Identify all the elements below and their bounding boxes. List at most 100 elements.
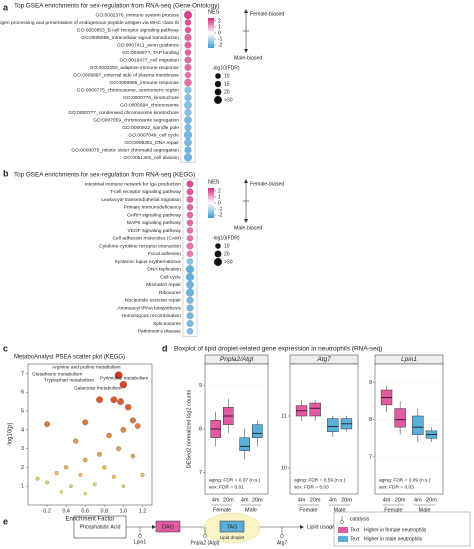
node-box — [155, 520, 181, 533]
y-tick-label: 3 — [21, 446, 24, 452]
dot — [184, 108, 192, 117]
arrow-head — [300, 525, 304, 529]
dot — [186, 328, 194, 335]
point — [130, 453, 136, 459]
legend-label: Higher in male neutrophils — [364, 536, 423, 542]
colorbar-title: NES — [208, 9, 220, 15]
y-tick-label: 11 — [281, 413, 287, 419]
chart-title: MetaboAnalyst PSEA scatter plot (KEGG) — [14, 355, 125, 361]
term-label: Ribosome — [159, 290, 181, 296]
enzyme-label: Pnpla2 (Atgl) — [191, 540, 220, 546]
term-label: GO:0002476_antigen processing and presen… — [0, 20, 179, 26]
term-label: Homologous recombination — [121, 313, 181, 319]
colorbar-tick-label: 2 — [218, 188, 221, 194]
strip-title: Lpin1 — [401, 356, 417, 363]
size-legend-dot — [214, 88, 222, 96]
term-label: GO:0002376_immune system process — [96, 12, 180, 18]
annotation: Arginine and proline metabolism — [52, 364, 121, 370]
dot — [184, 63, 192, 72]
point — [124, 404, 132, 411]
legend-swatch — [338, 527, 348, 533]
point — [82, 419, 89, 426]
size-legend-title: -log10(FDR) — [212, 235, 240, 241]
y-tick-label: 1 — [21, 484, 24, 490]
legend-catalysis — [340, 520, 344, 524]
dot — [186, 188, 194, 196]
term-label: GO:0000070_mitotic sister chromatid segr… — [71, 147, 179, 153]
term-label: GO:0002250_adaptive immune response — [90, 65, 180, 71]
dot — [186, 258, 194, 265]
node-label: Phosphatidic Acid — [80, 524, 121, 530]
group-label: Female — [299, 507, 317, 513]
x-tick-label: 4m — [414, 497, 422, 503]
colorbar-tick-label: -2 — [218, 212, 223, 218]
panel-label: b — [3, 168, 9, 178]
chart-title: Top GSEA enrichments for sex-regulation … — [14, 172, 195, 179]
x-tick-label: 20m — [252, 497, 263, 503]
catalysis-dot — [203, 534, 207, 538]
dot — [184, 26, 192, 34]
y-tick-label: 8 — [369, 417, 372, 423]
catalysis-dot — [280, 534, 284, 538]
dot — [184, 138, 192, 147]
dot — [184, 71, 192, 79]
group-label: Male — [419, 507, 431, 513]
term-label: Parkinson's disease — [138, 329, 182, 335]
x-tick-label: 0.6 — [81, 508, 89, 514]
y-tick-label: 9 — [199, 383, 202, 389]
colorbar-tick-label: 2 — [218, 18, 221, 24]
term-label: GO:0050853_B cell receptor signaling pat… — [77, 27, 180, 33]
point — [102, 465, 107, 470]
term-label: DNA replication — [147, 267, 181, 273]
point — [134, 423, 141, 429]
legend-swatch-text: Text — [350, 527, 360, 533]
term-label: Intestinal immune network for IgA produc… — [84, 181, 181, 187]
size-legend-label: >30 — [224, 259, 233, 265]
catalysis-dot — [138, 534, 142, 538]
colorbar-tick-label: -2 — [218, 42, 223, 48]
box — [394, 408, 406, 428]
point — [92, 482, 97, 487]
x-tick-label: 20m — [223, 497, 234, 503]
size-legend-label: 10 — [224, 243, 230, 249]
term-label: VEGF signaling pathway — [127, 228, 181, 234]
y-tick-label: 4 — [21, 427, 24, 433]
term-label: GO:0035556_intracellular signal transduc… — [81, 35, 179, 41]
group-label: Male — [334, 507, 346, 513]
point — [97, 451, 102, 457]
x-tick-label: 4m — [298, 497, 306, 503]
dot — [184, 146, 192, 154]
point — [129, 417, 136, 424]
legend-swatch — [338, 536, 348, 542]
node-label: Lipid droplet — [220, 535, 245, 540]
term-label: GO:0007049_cell cycle — [128, 132, 179, 138]
y-axis-label: DESeq2 normalized log2 counts — [186, 389, 192, 468]
term-label: Primary immunodeficiency — [124, 205, 182, 211]
x-tick-label: 20m — [310, 497, 321, 503]
x-tick-label: 4m — [383, 497, 391, 503]
y-tick-label: 6 — [21, 390, 24, 396]
dot — [184, 101, 192, 109]
dot — [184, 56, 192, 64]
legend-label: Higher in female neutrophils — [364, 527, 427, 533]
x-axis-label: Enrichment Factor — [65, 517, 114, 523]
point — [119, 381, 128, 389]
term-label: MAPK signaling pathway — [127, 220, 182, 226]
annotation: aging: FDR = 0.07 (n.s.) — [209, 477, 261, 483]
y-tick-label: 5 — [21, 408, 24, 414]
strip-title: Atg7 — [316, 356, 331, 363]
term-label: GO:0009897_external side of plasma membr… — [73, 72, 179, 78]
x-tick-label: 0.4 — [62, 508, 70, 514]
term-label: Spliceosome — [153, 321, 181, 327]
y-tick-label: 7 — [21, 371, 24, 377]
x-tick-label: 20m — [395, 497, 406, 503]
term-label: GO:0007059_chromosome segregation — [93, 117, 179, 123]
point — [111, 474, 116, 479]
point — [69, 484, 73, 488]
panel-label: d — [162, 343, 168, 353]
dot — [184, 86, 192, 94]
group-label: Male — [245, 507, 257, 513]
point — [82, 457, 88, 463]
size-legend-label: >30 — [224, 97, 233, 103]
dot — [184, 123, 192, 132]
